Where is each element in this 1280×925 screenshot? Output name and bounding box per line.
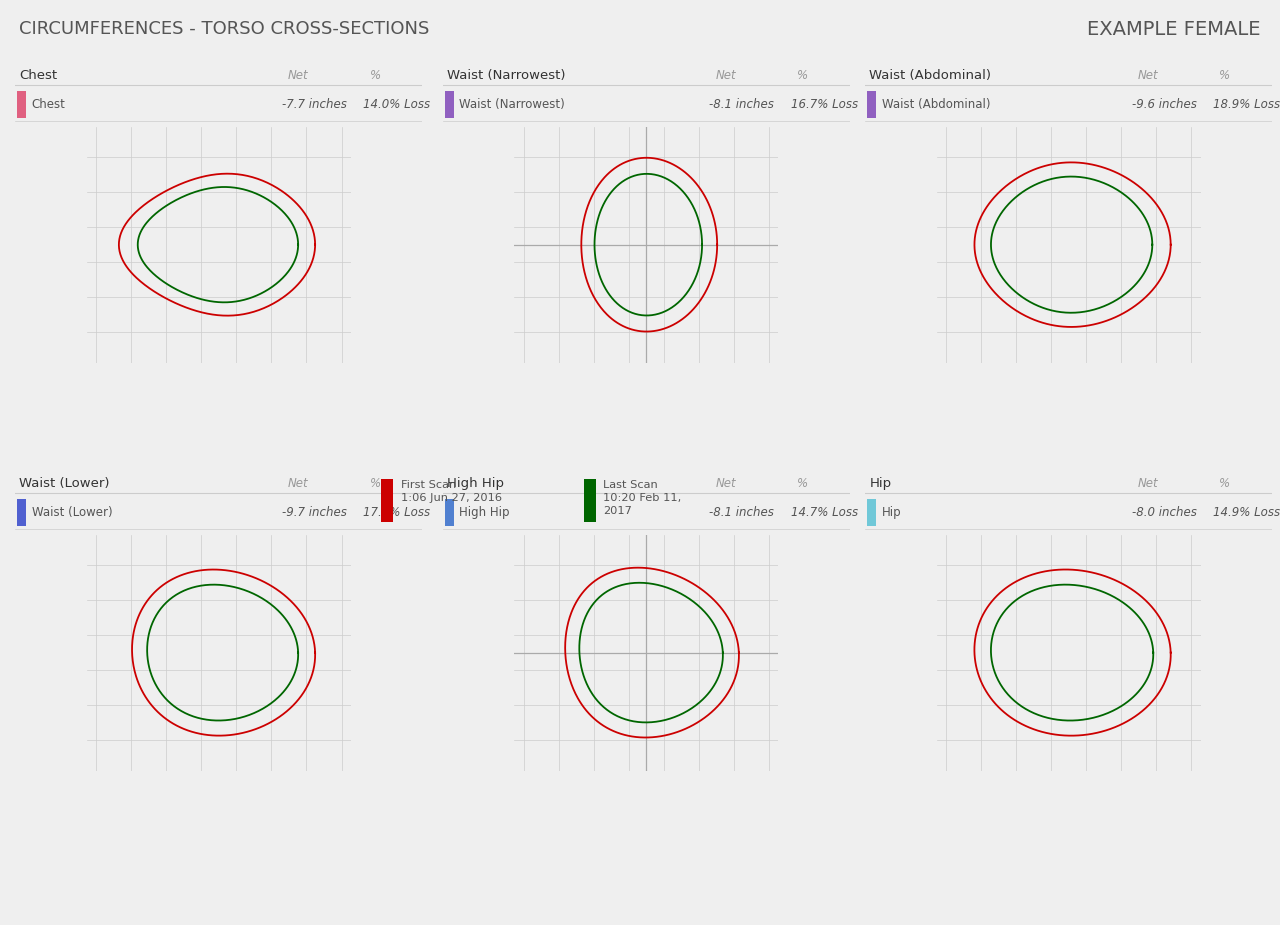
Text: 14.0% Loss: 14.0% Loss [364,98,430,111]
FancyBboxPatch shape [18,92,27,117]
Text: High Hip: High Hip [460,506,509,519]
Text: Net: Net [716,476,736,489]
Text: -8.1 inches: -8.1 inches [709,98,774,111]
Text: 14.9% Loss: 14.9% Loss [1213,506,1280,519]
Text: %: % [370,476,380,489]
FancyBboxPatch shape [445,500,454,525]
Text: 14.7% Loss: 14.7% Loss [791,506,858,519]
Text: Waist (Lower): Waist (Lower) [19,476,110,489]
Text: 16.7% Loss: 16.7% Loss [791,98,858,111]
Text: Hip: Hip [882,506,901,519]
Text: 18.9% Loss: 18.9% Loss [1213,98,1280,111]
Text: -9.6 inches: -9.6 inches [1132,98,1197,111]
FancyBboxPatch shape [381,479,393,522]
Text: %: % [797,68,808,81]
Text: %: % [797,476,808,489]
Text: -8.0 inches: -8.0 inches [1132,506,1197,519]
Text: %: % [370,68,380,81]
Text: Chest: Chest [32,98,65,111]
Text: Net: Net [1138,476,1158,489]
Text: Net: Net [1138,68,1158,81]
Text: High Hip: High Hip [447,476,504,489]
Text: First Scan
1:06 Jun 27, 2016: First Scan 1:06 Jun 27, 2016 [401,480,502,503]
Text: Waist (Lower): Waist (Lower) [32,506,113,519]
Text: 17.7% Loss: 17.7% Loss [364,506,430,519]
Text: EXAMPLE FEMALE: EXAMPLE FEMALE [1087,20,1261,40]
Text: Waist (Abdominal): Waist (Abdominal) [882,98,989,111]
FancyBboxPatch shape [18,500,27,525]
FancyBboxPatch shape [868,92,877,117]
FancyBboxPatch shape [868,500,877,525]
Text: Net: Net [716,68,736,81]
Text: Waist (Narrowest): Waist (Narrowest) [447,68,566,81]
Text: -9.7 inches: -9.7 inches [282,506,347,519]
Text: Net: Net [288,68,308,81]
Text: Waist (Narrowest): Waist (Narrowest) [460,98,564,111]
Text: Last Scan
10:20 Feb 11,
2017: Last Scan 10:20 Feb 11, 2017 [603,480,682,516]
Text: Hip: Hip [869,476,891,489]
Text: -8.1 inches: -8.1 inches [709,506,774,519]
Text: Waist (Abdominal): Waist (Abdominal) [869,68,991,81]
FancyBboxPatch shape [584,479,596,522]
Text: %: % [1220,476,1230,489]
Text: %: % [1220,68,1230,81]
Text: CIRCUMFERENCES - TORSO CROSS-SECTIONS: CIRCUMFERENCES - TORSO CROSS-SECTIONS [19,20,430,38]
Text: Net: Net [288,476,308,489]
FancyBboxPatch shape [445,92,454,117]
Text: Chest: Chest [19,68,58,81]
Text: -7.7 inches: -7.7 inches [282,98,347,111]
